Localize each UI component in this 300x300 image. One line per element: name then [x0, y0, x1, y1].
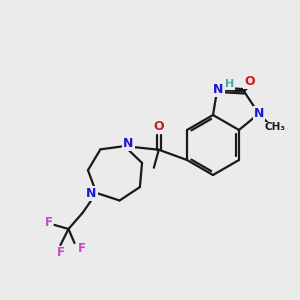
- Text: F: F: [77, 242, 86, 256]
- Text: H: H: [214, 84, 224, 94]
- Text: CH₃: CH₃: [264, 122, 285, 132]
- Text: N: N: [213, 83, 224, 96]
- Text: N: N: [123, 136, 134, 150]
- Text: H: H: [225, 79, 234, 89]
- Text: F: F: [56, 247, 64, 260]
- Text: O: O: [154, 120, 164, 133]
- Text: N: N: [254, 107, 264, 120]
- Text: O: O: [244, 75, 255, 88]
- Text: N: N: [86, 188, 97, 200]
- Text: F: F: [44, 217, 52, 230]
